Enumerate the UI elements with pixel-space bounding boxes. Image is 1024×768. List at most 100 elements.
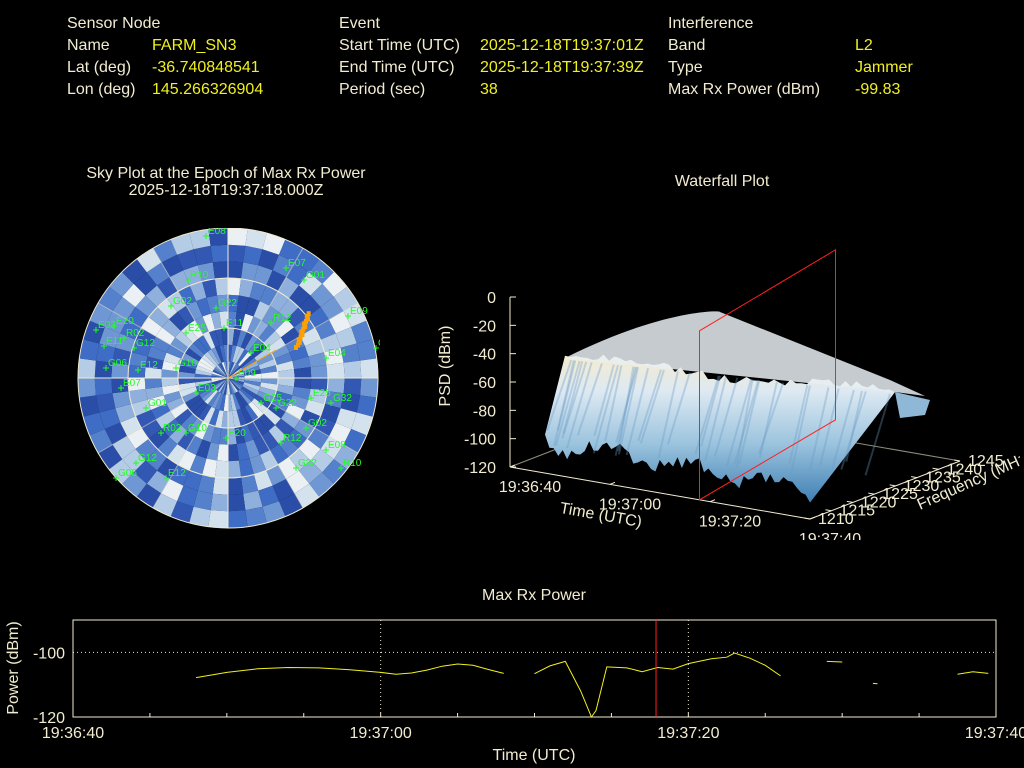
sky-cell — [216, 378, 228, 392]
sky-cell — [163, 390, 182, 404]
power-tick-label: -120 — [33, 710, 65, 727]
sky-cell — [327, 362, 345, 378]
time-tick-label: 19:37:00 — [599, 496, 661, 513]
sky-cell — [121, 472, 147, 497]
psd-axis-label: PSD (dBm) — [437, 326, 454, 407]
psd-surface-shade — [576, 363, 603, 436]
sky-cell — [128, 378, 146, 392]
satellite-marker — [133, 460, 139, 466]
sky-cell — [228, 362, 237, 378]
psd-surface-shade — [788, 384, 809, 464]
sky-cell — [120, 416, 142, 437]
sky-cell — [214, 378, 228, 390]
sky-cell — [219, 345, 226, 362]
sky-cell — [243, 382, 261, 391]
skyplot-title: Sky Plot at the Epoch of Max Rx Power 20… — [76, 165, 376, 199]
sky-cell — [240, 331, 253, 350]
satellite-label: E12 — [168, 468, 186, 479]
sky-cell — [197, 361, 214, 372]
sky-cell — [261, 305, 279, 326]
waterfall-plot: 0 -20 -40 -60 -80 -100 -120 PSD (dBm) 19:36:40 19… — [437, 248, 1020, 540]
sky-cell — [244, 373, 262, 378]
sky-cell — [83, 320, 105, 344]
sky-cell — [175, 330, 193, 348]
satellite-marker — [233, 375, 239, 381]
satellite-label: E03 — [98, 320, 116, 331]
sky-cell — [236, 295, 250, 314]
sky-cell — [228, 244, 246, 263]
sky-cell — [247, 316, 262, 335]
sky-cell — [239, 354, 255, 368]
sky-cell — [98, 286, 123, 312]
psd-surface-shade — [864, 393, 891, 476]
sky-cell — [211, 378, 228, 383]
sky-cell — [178, 365, 196, 374]
sky-cell — [245, 229, 267, 250]
sky-cell — [245, 297, 260, 317]
sky-cell — [225, 378, 228, 395]
sky-cell — [292, 386, 311, 400]
psd-surface-shade — [562, 361, 584, 434]
satellite-marker — [373, 345, 379, 351]
time-tick-label: 19:37:40 — [965, 725, 1024, 742]
azimuth-line — [152, 420, 204, 509]
satellite-label: G01 — [148, 398, 167, 409]
sky-cell — [207, 391, 220, 407]
sky-cell — [194, 378, 212, 383]
sky-cell — [202, 458, 218, 478]
sky-cell — [275, 319, 295, 338]
sky-cell — [243, 490, 263, 511]
type-value: Jammer — [855, 59, 913, 76]
sky-cell — [188, 398, 205, 414]
sky-cell — [340, 393, 361, 413]
sky-cell — [215, 393, 224, 411]
sky-cell — [122, 283, 146, 307]
sky-cell — [232, 345, 241, 363]
sky-cell — [112, 296, 136, 320]
psd-surface-shade — [831, 389, 855, 470]
sky-cell — [249, 281, 267, 301]
sky-cell — [128, 364, 146, 378]
time-tick — [709, 499, 716, 503]
sky-cell — [360, 378, 378, 398]
sky-cell — [109, 459, 134, 485]
psd-surface-shade — [566, 362, 593, 449]
sky-cell — [178, 371, 195, 378]
sky-cell — [244, 378, 262, 383]
sky-cell — [212, 261, 228, 279]
sky-cell — [230, 345, 237, 362]
sky-cell — [189, 281, 207, 301]
satellite-marker — [248, 350, 254, 356]
sky-cell — [267, 337, 286, 353]
sky-cell — [289, 395, 309, 410]
sky-cell — [228, 378, 233, 395]
sky-cell — [343, 360, 362, 378]
sky-cell — [178, 450, 197, 471]
satellite-marker — [163, 475, 169, 481]
sky-cell — [161, 369, 179, 378]
sky-cell — [202, 424, 216, 443]
sky-cell — [146, 470, 170, 494]
type-label: Type — [668, 59, 703, 76]
sky-cell — [236, 329, 248, 348]
sky-cell — [263, 408, 281, 426]
interference-trace-point — [304, 319, 308, 324]
sky-cell — [78, 378, 96, 398]
sky-cell — [120, 319, 142, 340]
sky-cell — [278, 436, 299, 458]
sky-cell — [170, 337, 189, 353]
sky-cell — [212, 378, 228, 387]
interference-trace-point — [302, 321, 307, 327]
satellite-marker — [268, 320, 274, 326]
psd-surface-shade — [556, 360, 577, 431]
sky-cell — [242, 384, 259, 395]
sky-cell — [298, 295, 321, 318]
satellite-marker — [203, 233, 209, 239]
satellite-marker — [173, 365, 179, 371]
sky-cell — [245, 506, 267, 527]
sky-cell — [223, 378, 228, 395]
sky-cell — [268, 425, 287, 445]
sky-cell — [228, 378, 239, 393]
name-value: FARM_SN3 — [152, 37, 237, 54]
satellite-marker — [185, 277, 191, 283]
